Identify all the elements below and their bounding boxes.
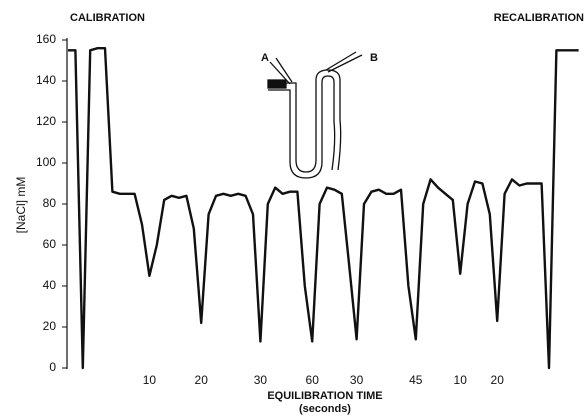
x-tick-label: 30 (254, 373, 268, 387)
x-tick-label: 20 (491, 373, 505, 387)
x-tick-label: 60 (306, 373, 320, 387)
inset-diagram (267, 51, 363, 179)
x-tick-label: 10 (143, 373, 157, 387)
recalibration-label: RECALIBRATION (494, 12, 584, 24)
y-tick-label: 100 (36, 155, 56, 169)
x-axis-sublabel: (seconds) (299, 403, 351, 415)
x-tick-label: 20 (195, 373, 209, 387)
y-tick-label: 40 (43, 278, 57, 292)
y-tick-label: 0 (49, 360, 56, 374)
y-tick-label: 140 (36, 73, 56, 87)
x-tick-label: 10 (454, 373, 468, 387)
label-a: A (261, 52, 269, 64)
y-tick-label: 20 (43, 319, 57, 333)
y-tick-label: 60 (43, 237, 57, 251)
x-tick-label: 30 (350, 373, 364, 387)
y-tick-label: 120 (36, 114, 56, 128)
x-axis-label: EQUILIBRATION TIME (267, 390, 382, 402)
y-tick-label: 80 (43, 196, 57, 210)
y-tick-label: 160 (36, 32, 56, 46)
label-b: B (370, 52, 378, 64)
trace-line (68, 47, 579, 370)
calibration-label: CALIBRATION (70, 12, 145, 24)
x-tick-label: 45 (409, 373, 423, 387)
y-axis-label: [NaCl] mM (14, 177, 28, 234)
